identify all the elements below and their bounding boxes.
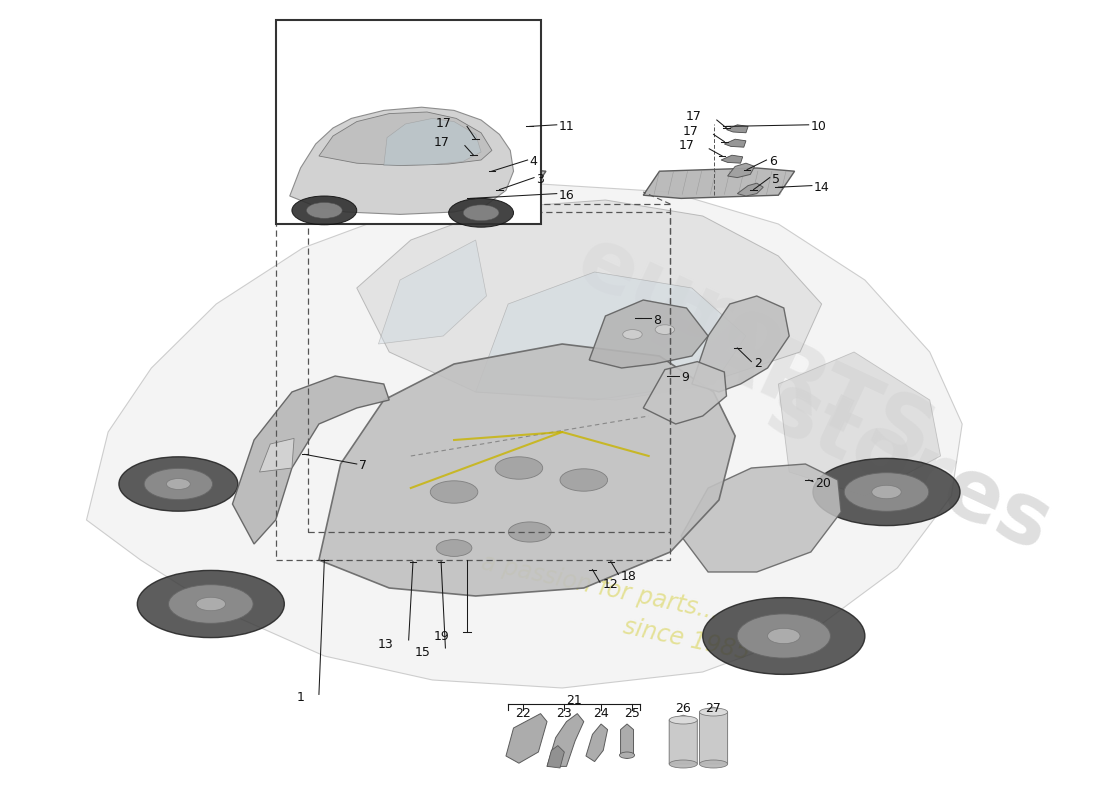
Ellipse shape [737, 614, 830, 658]
Text: 24: 24 [593, 707, 609, 720]
Ellipse shape [119, 457, 238, 511]
Polygon shape [726, 125, 748, 133]
Ellipse shape [560, 469, 607, 491]
Ellipse shape [669, 716, 697, 724]
Text: 23: 23 [557, 707, 572, 720]
Text: 15: 15 [415, 646, 430, 659]
Polygon shape [319, 344, 735, 596]
Text: 22: 22 [516, 707, 531, 720]
Text: 13: 13 [377, 638, 394, 651]
Text: euro: euro [563, 219, 799, 389]
Polygon shape [669, 715, 697, 764]
Polygon shape [724, 139, 746, 147]
Polygon shape [475, 272, 746, 400]
Polygon shape [547, 714, 584, 766]
Text: 4: 4 [530, 155, 538, 168]
Polygon shape [586, 724, 607, 762]
Polygon shape [779, 352, 940, 496]
Ellipse shape [437, 540, 472, 557]
Polygon shape [232, 376, 389, 544]
Polygon shape [590, 300, 708, 368]
Polygon shape [681, 464, 842, 572]
Text: 17: 17 [682, 125, 698, 138]
Polygon shape [87, 184, 962, 688]
Polygon shape [547, 746, 564, 768]
Text: 12: 12 [602, 578, 618, 590]
Ellipse shape [768, 628, 800, 644]
Text: 14: 14 [814, 181, 829, 194]
Text: a passion for parts...: a passion for parts... [478, 551, 722, 625]
Text: 25: 25 [625, 707, 640, 720]
Ellipse shape [813, 458, 960, 526]
Text: 7: 7 [359, 459, 367, 472]
Text: stores: stores [752, 366, 1064, 570]
Ellipse shape [307, 202, 342, 218]
Ellipse shape [703, 598, 865, 674]
Text: 17: 17 [679, 139, 694, 152]
Ellipse shape [144, 468, 212, 500]
Ellipse shape [700, 708, 727, 716]
Polygon shape [644, 362, 726, 424]
Ellipse shape [623, 330, 642, 339]
Text: 8: 8 [653, 314, 661, 326]
Ellipse shape [292, 196, 356, 225]
Polygon shape [319, 112, 492, 166]
Polygon shape [506, 714, 547, 763]
Text: 19: 19 [434, 630, 450, 643]
Text: 10: 10 [811, 120, 827, 133]
Polygon shape [378, 240, 486, 344]
Ellipse shape [463, 205, 499, 221]
Polygon shape [722, 155, 742, 163]
Polygon shape [477, 139, 499, 147]
Polygon shape [260, 438, 294, 472]
Polygon shape [473, 155, 495, 163]
Text: 3: 3 [536, 173, 544, 186]
Ellipse shape [656, 325, 674, 334]
Polygon shape [356, 200, 822, 400]
Ellipse shape [669, 760, 697, 768]
Ellipse shape [872, 486, 901, 498]
Polygon shape [737, 183, 763, 196]
Text: 11: 11 [559, 120, 574, 133]
Ellipse shape [449, 198, 514, 227]
Text: since 1985: since 1985 [621, 615, 752, 665]
Text: 16: 16 [559, 189, 574, 202]
Text: 20: 20 [815, 477, 830, 490]
Ellipse shape [700, 760, 727, 768]
Ellipse shape [844, 473, 928, 511]
Text: 17: 17 [685, 110, 702, 123]
Text: 5: 5 [772, 173, 780, 186]
Polygon shape [481, 163, 508, 178]
Text: 18: 18 [620, 570, 637, 582]
Ellipse shape [619, 752, 635, 758]
Text: 9: 9 [681, 371, 689, 384]
Polygon shape [395, 168, 546, 198]
Polygon shape [620, 724, 634, 758]
Ellipse shape [495, 457, 542, 479]
Text: 6: 6 [769, 155, 777, 168]
Polygon shape [490, 183, 517, 196]
Polygon shape [644, 168, 794, 198]
Text: 17: 17 [433, 136, 450, 149]
Ellipse shape [196, 598, 225, 610]
Polygon shape [700, 707, 727, 764]
Ellipse shape [166, 478, 190, 490]
Polygon shape [727, 163, 755, 178]
Polygon shape [289, 107, 514, 214]
Text: 27: 27 [705, 702, 722, 714]
Text: 21: 21 [566, 694, 582, 706]
Ellipse shape [508, 522, 551, 542]
Ellipse shape [168, 585, 253, 623]
Ellipse shape [430, 481, 477, 503]
FancyBboxPatch shape [276, 20, 540, 224]
Ellipse shape [138, 570, 284, 638]
Text: 1: 1 [297, 691, 305, 704]
Polygon shape [384, 118, 481, 166]
Text: 26: 26 [675, 702, 691, 714]
Polygon shape [692, 296, 789, 392]
Text: 2: 2 [755, 357, 762, 370]
Text: 17: 17 [436, 117, 452, 130]
Text: PARTS: PARTS [634, 282, 945, 486]
